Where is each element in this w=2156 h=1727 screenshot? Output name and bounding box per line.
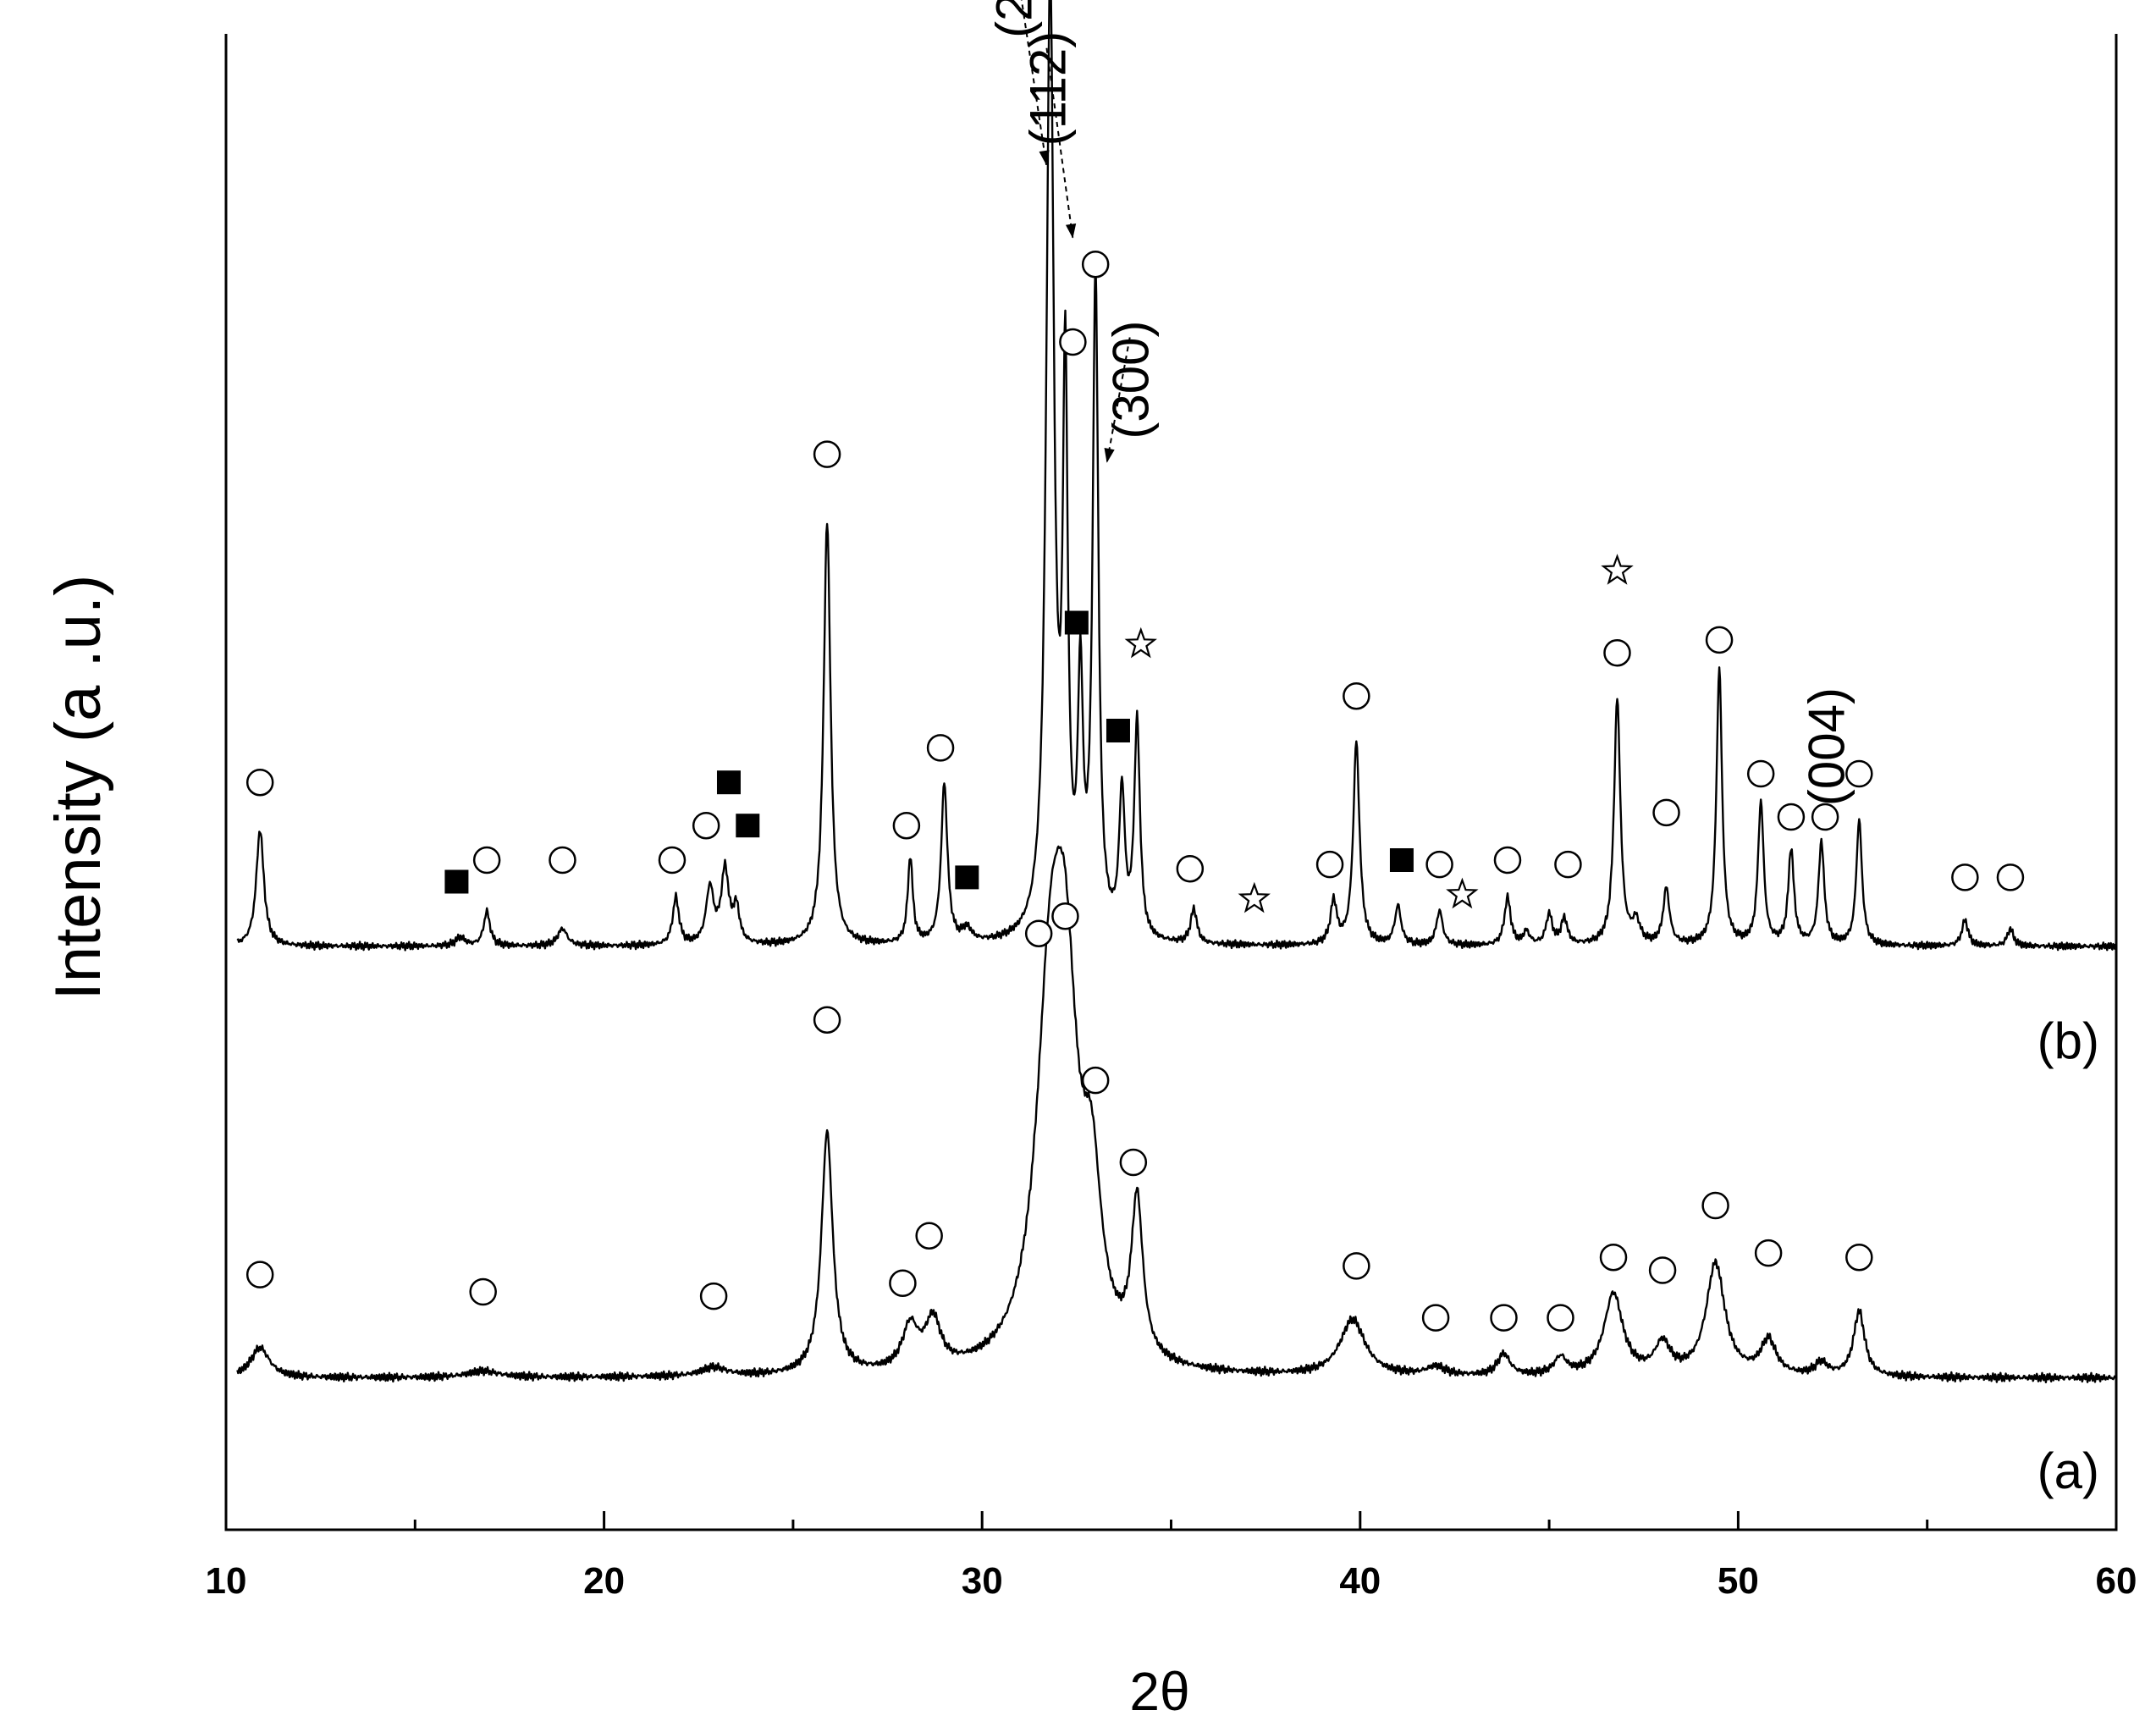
circle-phase-marker [1754, 1239, 1783, 1267]
phase-markers [245, 250, 2025, 1332]
circle-phase-marker [245, 1261, 274, 1288]
circle-phase-marker [1051, 902, 1079, 930]
circle-phase-marker [1343, 1252, 1370, 1280]
miller-index-label: (112) [1019, 31, 1076, 146]
circle-phase-marker [813, 440, 841, 468]
circle-phase-marker [1599, 1243, 1628, 1272]
star-phase-marker [1601, 554, 1634, 585]
x-axis-title: 2θ [1129, 1661, 1189, 1722]
circle-phase-marker [1701, 1191, 1729, 1220]
star-phase-marker [1238, 881, 1271, 913]
circle-phase-marker [1490, 1304, 1518, 1332]
circle-phase-marker [1059, 328, 1087, 356]
circle-phase-marker [549, 846, 576, 875]
circle-phase-marker [1081, 250, 1110, 279]
x-tick-label: 10 [206, 1560, 247, 1602]
series-label-b: (b) [2037, 1012, 2099, 1069]
square-phase-marker [716, 770, 741, 795]
arrowhead [1065, 223, 1077, 239]
arrowhead [1039, 150, 1050, 165]
xrd-trace-b [236, 0, 2117, 952]
circle-phase-marker [1652, 798, 1680, 827]
circle-phase-marker [1811, 803, 1839, 831]
x-tick-label: 40 [1339, 1560, 1381, 1602]
circle-phase-marker [1081, 1066, 1110, 1095]
circle-phase-marker [1425, 850, 1453, 879]
circle-phase-marker [1845, 1243, 1873, 1272]
y-axis-title: Intensity (a .u.) [42, 575, 114, 1001]
circle-phase-marker [1845, 759, 1873, 788]
series-label-a: (a) [2037, 1443, 2099, 1499]
circle-phase-marker [892, 811, 921, 840]
xrd-traces [236, 0, 2117, 1384]
miller-index-label: (211) [985, 0, 1042, 38]
circle-phase-marker [1996, 864, 2025, 891]
circle-phase-marker [699, 1282, 728, 1310]
circle-phase-marker [1024, 919, 1053, 947]
circle-phase-marker [915, 1222, 943, 1250]
miller-index-label: (004) [1798, 687, 1855, 806]
x-tick-label: 50 [1718, 1560, 1759, 1602]
circle-phase-marker [469, 1277, 497, 1306]
peak-annotations: (211)(112) (300) (004) [985, 0, 1855, 806]
circle-phase-marker [1176, 854, 1205, 883]
axes: 10 20 30 40 50 60 [206, 34, 2137, 1602]
star-phase-marker [1446, 877, 1479, 909]
annotation-arrow [1045, 47, 1074, 239]
x-tick-label: 30 [962, 1560, 1003, 1602]
xrd-trace-a [236, 845, 2116, 1384]
circle-phase-marker [1421, 1304, 1450, 1332]
circle-phase-marker [1554, 850, 1582, 879]
square-phase-marker [955, 865, 979, 890]
circle-phase-marker [245, 768, 274, 797]
square-phase-marker [444, 869, 469, 894]
square-phase-marker [1389, 848, 1414, 872]
circle-phase-marker [692, 811, 720, 840]
circle-phase-marker [1705, 626, 1734, 654]
x-tick-label: 60 [2096, 1560, 2137, 1602]
miller-index-label: (300) [1103, 321, 1160, 439]
circle-phase-marker [1951, 864, 1979, 891]
circle-phase-marker [1119, 1148, 1148, 1177]
circle-phase-marker [1746, 759, 1775, 788]
annotation-arrow [1106, 337, 1131, 463]
circle-phase-marker [926, 734, 955, 762]
circle-phase-marker [1315, 850, 1344, 879]
square-phase-marker [736, 814, 760, 838]
square-phase-marker [1064, 610, 1089, 635]
circle-phase-marker [1493, 846, 1522, 875]
circle-phase-marker [1547, 1304, 1574, 1332]
circle-phase-marker [472, 846, 501, 875]
circle-phase-marker [1343, 681, 1370, 710]
annotation-arrow [1020, 0, 1048, 166]
circle-phase-marker [1777, 803, 1806, 831]
circle-phase-marker [658, 846, 687, 875]
circle-phase-marker [1648, 1256, 1677, 1284]
circle-phase-marker [813, 1006, 841, 1034]
x-tick-label: 20 [583, 1560, 625, 1602]
square-phase-marker [1106, 719, 1130, 742]
arrowhead [1104, 448, 1115, 463]
star-phase-marker [1124, 626, 1157, 659]
circle-phase-marker [1603, 638, 1631, 667]
circle-phase-marker [889, 1269, 917, 1298]
